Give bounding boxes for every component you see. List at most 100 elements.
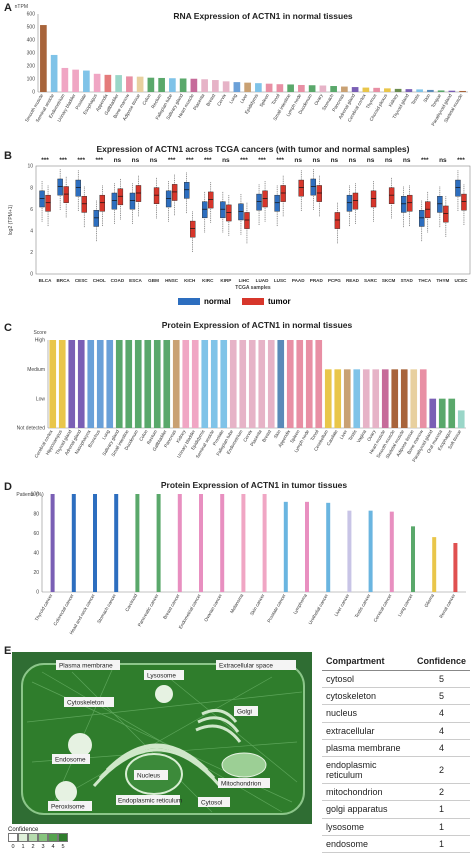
- chart-b-significance: ns: [331, 157, 339, 164]
- chart-c-bar: [362, 369, 370, 428]
- chart-a-ytick: 200: [27, 64, 36, 70]
- chart-b-ytick: 6: [30, 207, 33, 213]
- confidence-legend-title: Confidence: [8, 827, 39, 833]
- chart-b-category: COAD: [111, 278, 125, 283]
- chart-d-ytick: 60: [33, 531, 39, 537]
- chart-a-bar: [330, 86, 337, 92]
- chart-c-bar: [343, 369, 351, 428]
- chart-b-normal-box: [129, 192, 136, 210]
- chart-a-bar: [362, 87, 370, 92]
- table-row: nucleus 4: [322, 704, 470, 723]
- chart-c-title: Protein Expression of ACTN1 in normal ti…: [162, 320, 353, 330]
- chart-d-bar: [114, 494, 119, 592]
- chart-c-bar: [68, 340, 76, 428]
- chart-b-category: BRCA: [56, 278, 70, 283]
- chart-b-title: Expression of ACTN1 across TCGA cancers …: [96, 146, 409, 154]
- chart-b-significance: ***: [168, 157, 176, 164]
- chart-a-ytick: 100: [27, 77, 36, 83]
- cell-confidence: 2: [412, 756, 470, 785]
- chart-b-significance: ns: [385, 157, 393, 164]
- chart-d-title: Protein Expression of ACTN1 in tumor tis…: [161, 480, 348, 490]
- label-peroxisome: Peroxisome: [51, 804, 85, 811]
- header-confidence: Confidence: [412, 652, 470, 671]
- chart-c-bar: [419, 369, 427, 428]
- chart-c-bar: [134, 340, 142, 428]
- confidence-legend-item: 3: [38, 833, 48, 850]
- chart-d-bar: [305, 501, 309, 592]
- chart-d-category: Cervical cancer: [373, 593, 393, 623]
- chart-a-bar: [83, 70, 90, 92]
- chart-b-significance: ***: [77, 157, 85, 164]
- chart-b-significance: ns: [439, 157, 447, 164]
- chart-d-ytick: 20: [33, 570, 39, 576]
- chart-b-ytick: 8: [30, 185, 33, 191]
- chart-b-tumor-box: [298, 179, 304, 197]
- chart-d-bar: [326, 502, 331, 592]
- cell-compartment: endosome: [322, 835, 413, 853]
- chart-d-bar: [347, 510, 352, 592]
- chart-d-category: Testis cancer: [354, 593, 372, 619]
- chart-d-bar: [199, 494, 203, 592]
- chart-b-tumor-box: [316, 185, 322, 202]
- chart-c-bar: [267, 340, 275, 428]
- label-extracellular: Extracellular space: [219, 663, 273, 670]
- chart-c-bar: [58, 340, 66, 428]
- chart-a-ytick: 600: [27, 12, 36, 18]
- chart-c-bar: [400, 369, 408, 428]
- chart-d-bar: [389, 511, 394, 592]
- confidence-legend-item: 2: [28, 833, 38, 850]
- chart-c-bar: [229, 340, 237, 428]
- chart-a-category: Skin: [422, 93, 431, 104]
- chart-a-category: Lung: [228, 93, 238, 105]
- table-row: cytoskeleton 5: [322, 687, 470, 706]
- confidence-value: 5: [61, 844, 65, 850]
- chart-a-bar: [416, 89, 423, 92]
- chart-d-category: Thyroid cancer: [34, 593, 54, 622]
- chart-c-category: Spleen: [289, 429, 301, 444]
- chart-b-significance: ***: [95, 157, 103, 164]
- cell-confidence: 4: [412, 704, 470, 723]
- chart-a-bar: [233, 82, 241, 92]
- chart-a-category: Cervix: [216, 92, 227, 106]
- chart-d-bar: [177, 494, 182, 592]
- label-plasma-membrane: Plasma membrane: [59, 663, 113, 670]
- chart-b-tumor-box: [190, 220, 196, 238]
- chart-c-bar: [239, 340, 247, 428]
- chart-b-category: HNSC: [165, 278, 179, 283]
- chart-b-category: PRAD: [310, 278, 324, 283]
- chart-d-category: Endometrial cancer: [178, 593, 202, 630]
- chart-a-category: Liver: [239, 93, 249, 105]
- chart-a-bar: [147, 77, 155, 92]
- label-mitochondrion: Mitochondrion: [221, 781, 262, 788]
- confidence-swatch: [58, 833, 68, 842]
- chart-b-significance: ns: [114, 157, 122, 164]
- chart-b-significance: ns: [132, 157, 140, 164]
- chart-b-significance: ns: [150, 157, 158, 164]
- chart-a-bar: [244, 82, 251, 92]
- chart-c-bar: [410, 369, 418, 428]
- chart-b-tumor-box: [280, 185, 286, 202]
- chart-a-ytick: 300: [27, 51, 36, 57]
- chart-a-bar: [72, 69, 79, 92]
- er-shape: [92, 743, 222, 787]
- chart-b-tumor-box: [171, 184, 178, 201]
- chart-d-ytick: 0: [36, 590, 39, 596]
- chart-a-bar: [158, 77, 165, 92]
- chart-a-bar: [179, 78, 187, 92]
- chart-b-normal-box: [202, 201, 208, 219]
- chart-a-bar: [190, 78, 198, 92]
- chart-a-bar: [40, 25, 47, 92]
- chart-d-category: Melanoma: [229, 593, 244, 614]
- peroxisome-shape: [55, 781, 77, 803]
- chart-b-tumor-box: [461, 193, 467, 211]
- confidence-legend-item: 4: [48, 833, 58, 850]
- chart-a-bar: [437, 90, 445, 92]
- endosome-shape: [68, 733, 92, 757]
- chart-c-bar: [315, 340, 323, 428]
- chart-c-ytick: Low: [36, 396, 46, 402]
- chart-a-category: Kidney: [388, 92, 400, 107]
- chart-b-frame: [35, 165, 471, 275]
- chart-c-bar: [324, 369, 332, 428]
- chart-b-ytick: 4: [30, 229, 33, 235]
